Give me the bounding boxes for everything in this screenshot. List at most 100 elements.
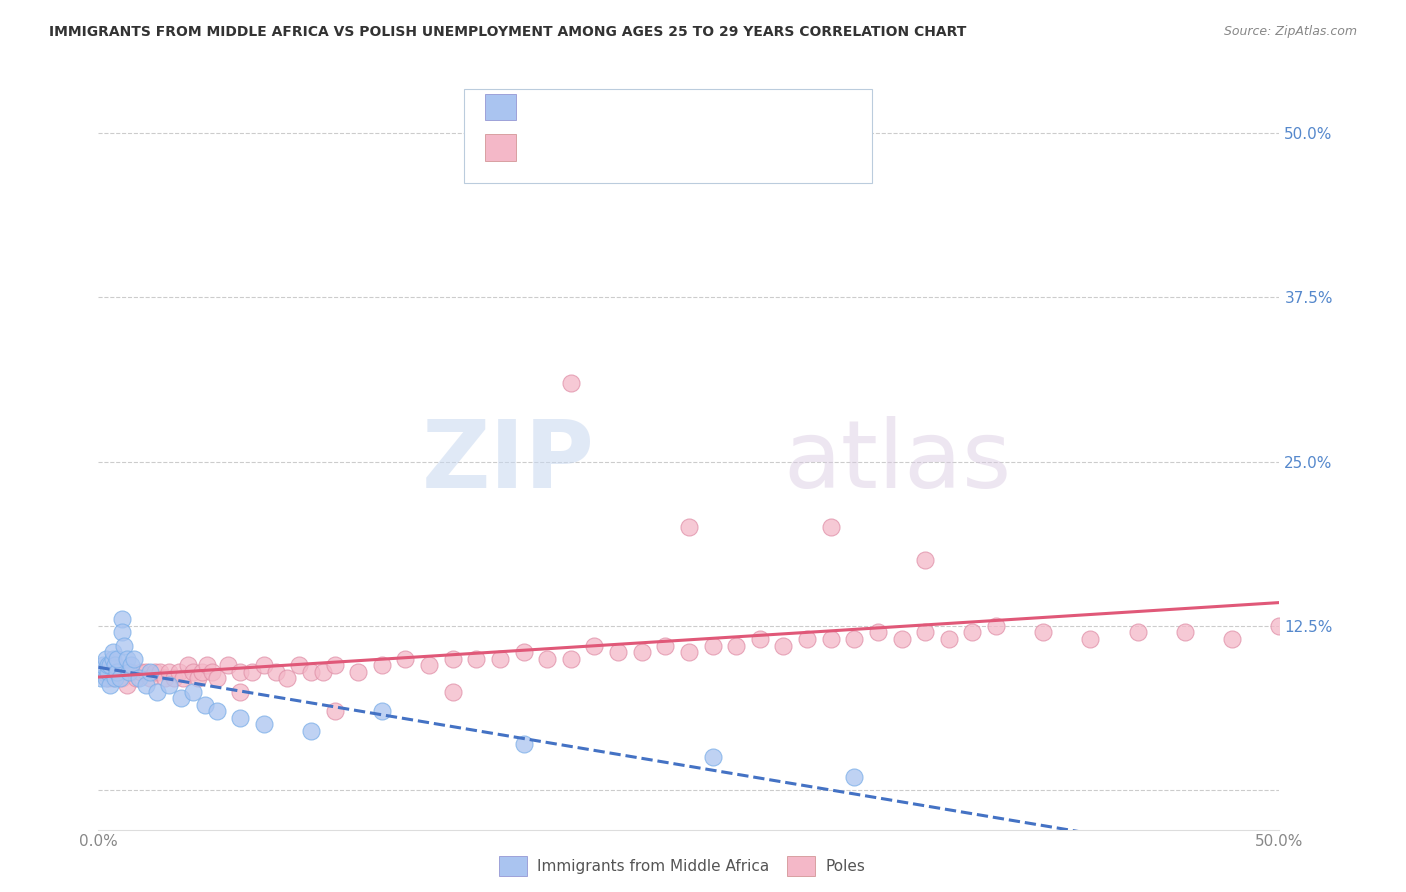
Point — [914, 625, 936, 640]
Text: N =: N = — [657, 140, 693, 154]
Point — [101, 651, 124, 665]
Point — [105, 665, 128, 679]
Text: R =: R = — [530, 140, 565, 154]
Point — [194, 698, 217, 712]
Point — [101, 645, 124, 659]
Point — [97, 672, 120, 686]
Point — [253, 717, 276, 731]
Point — [323, 704, 346, 718]
Point — [441, 651, 464, 665]
Point — [1080, 632, 1102, 646]
Point — [90, 672, 112, 686]
Point — [94, 651, 117, 665]
Point — [108, 672, 131, 686]
Text: IMMIGRANTS FROM MIDDLE AFRICA VS POLISH UNEMPLOYMENT AMONG AGES 25 TO 29 YEARS C: IMMIGRANTS FROM MIDDLE AFRICA VS POLISH … — [49, 25, 966, 39]
Point — [264, 665, 287, 679]
Point — [938, 632, 960, 646]
Point — [748, 632, 770, 646]
Point — [890, 632, 912, 646]
Point — [1174, 625, 1197, 640]
Point — [678, 520, 700, 534]
Point — [91, 658, 114, 673]
Point — [177, 658, 200, 673]
Text: -0.159: -0.159 — [569, 100, 627, 114]
Point — [323, 658, 346, 673]
Point — [94, 672, 117, 686]
Point — [1126, 625, 1149, 640]
Point — [157, 678, 180, 692]
Point — [299, 665, 322, 679]
Point — [167, 665, 190, 679]
Point — [187, 672, 209, 686]
Point — [128, 672, 150, 686]
Text: 39: 39 — [696, 100, 718, 114]
Point — [111, 612, 134, 626]
Point — [678, 645, 700, 659]
Point — [1220, 632, 1243, 646]
Point — [135, 665, 157, 679]
Point — [253, 658, 276, 673]
Point — [229, 684, 252, 698]
Point — [91, 665, 114, 679]
Point — [512, 737, 534, 751]
Point — [129, 665, 152, 679]
Point — [560, 651, 582, 665]
Text: Immigrants from Middle Africa: Immigrants from Middle Africa — [537, 859, 769, 873]
Point — [844, 770, 866, 784]
Point — [112, 639, 135, 653]
Point — [104, 672, 127, 686]
Point — [157, 665, 180, 679]
Point — [195, 658, 218, 673]
Point — [347, 665, 370, 679]
Point — [143, 665, 166, 679]
Text: N =: N = — [657, 100, 693, 114]
Point — [654, 639, 676, 653]
Point — [607, 645, 630, 659]
Point — [512, 645, 534, 659]
Point — [702, 750, 724, 764]
Point — [560, 376, 582, 390]
Point — [984, 619, 1007, 633]
Text: 0.257: 0.257 — [569, 140, 626, 154]
Point — [394, 651, 416, 665]
Point — [149, 665, 172, 679]
Point — [146, 684, 169, 698]
Point — [441, 684, 464, 698]
Point — [217, 658, 239, 673]
Point — [105, 651, 128, 665]
Text: atlas: atlas — [783, 416, 1012, 508]
Text: R =: R = — [530, 100, 565, 114]
Point — [583, 639, 606, 653]
Point — [139, 665, 162, 679]
Point — [820, 632, 842, 646]
Point — [630, 645, 652, 659]
Point — [962, 625, 984, 640]
Point — [312, 665, 335, 679]
Point — [163, 672, 186, 686]
Point — [229, 711, 252, 725]
Point — [121, 665, 143, 679]
Point — [205, 672, 228, 686]
Point — [725, 639, 748, 653]
Point — [118, 665, 141, 679]
Point — [1032, 625, 1054, 640]
Point — [702, 639, 724, 653]
Point — [170, 691, 193, 706]
Point — [139, 672, 162, 686]
Point — [844, 632, 866, 646]
Point — [299, 724, 322, 739]
Text: ZIP: ZIP — [422, 416, 595, 508]
Point — [371, 658, 394, 673]
Point — [191, 665, 214, 679]
Point — [371, 704, 394, 718]
Point — [97, 658, 120, 673]
Point — [97, 665, 120, 679]
Point — [172, 672, 194, 686]
Point — [866, 625, 889, 640]
Point — [101, 672, 124, 686]
Point — [276, 672, 298, 686]
Point — [772, 639, 794, 653]
Point — [115, 678, 138, 692]
Point — [105, 665, 128, 679]
Point — [98, 678, 121, 692]
